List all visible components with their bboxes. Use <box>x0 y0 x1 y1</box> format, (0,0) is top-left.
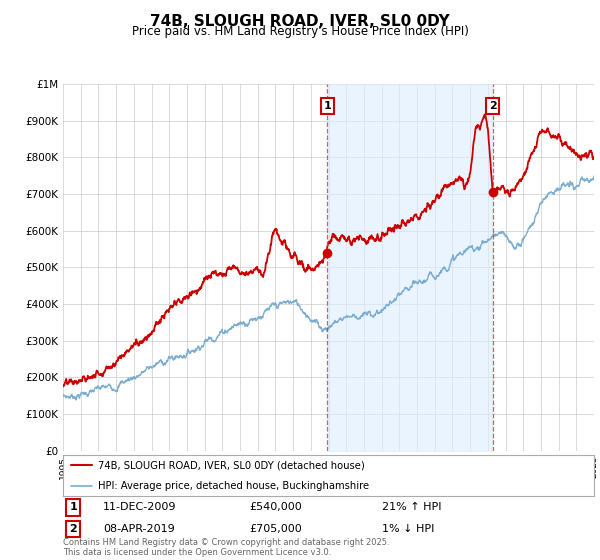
Text: £540,000: £540,000 <box>249 502 302 512</box>
Text: 74B, SLOUGH ROAD, IVER, SL0 0DY: 74B, SLOUGH ROAD, IVER, SL0 0DY <box>150 14 450 29</box>
Text: 11-DEC-2009: 11-DEC-2009 <box>103 502 176 512</box>
Text: 1: 1 <box>70 502 77 512</box>
Text: 74B, SLOUGH ROAD, IVER, SL0 0DY (detached house): 74B, SLOUGH ROAD, IVER, SL0 0DY (detache… <box>98 460 364 470</box>
Text: 2: 2 <box>70 524 77 534</box>
Text: HPI: Average price, detached house, Buckinghamshire: HPI: Average price, detached house, Buck… <box>98 480 368 491</box>
Text: 1: 1 <box>323 101 331 111</box>
Text: Price paid vs. HM Land Registry's House Price Index (HPI): Price paid vs. HM Land Registry's House … <box>131 25 469 38</box>
Text: Contains HM Land Registry data © Crown copyright and database right 2025.
This d: Contains HM Land Registry data © Crown c… <box>63 538 389 557</box>
Text: 21% ↑ HPI: 21% ↑ HPI <box>382 502 441 512</box>
Text: 08-APR-2019: 08-APR-2019 <box>103 524 175 534</box>
Text: £705,000: £705,000 <box>249 524 302 534</box>
Text: 1% ↓ HPI: 1% ↓ HPI <box>382 524 434 534</box>
Text: 2: 2 <box>489 101 496 111</box>
